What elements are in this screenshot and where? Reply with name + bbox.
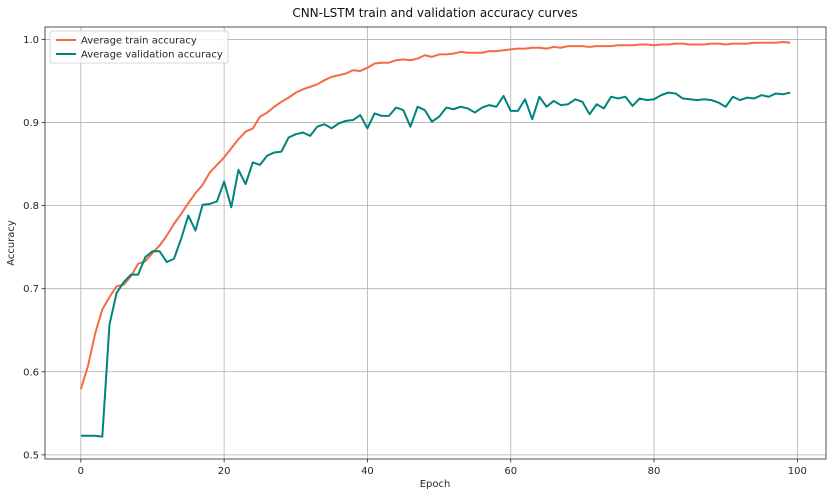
x-tick-label: 20 [218, 466, 231, 477]
legend-label: Average validation accuracy [81, 50, 223, 61]
y-tick-label: 1.0 [23, 35, 39, 46]
x-tick-label: 60 [504, 466, 517, 477]
y-tick-label: 0.8 [23, 201, 39, 212]
y-tick-label: 0.5 [23, 450, 39, 461]
y-axis-label: Accuracy [6, 220, 17, 266]
legend-label: Average train accuracy [81, 36, 197, 47]
x-tick-label: 80 [648, 466, 661, 477]
series-lines [79, 40, 791, 438]
x-tick-label: 0 [78, 466, 84, 477]
plot-frame [44, 26, 827, 460]
series-line-train [79, 40, 791, 390]
legend-box [49, 30, 229, 64]
legend: Average train accuracy Average validation… [49, 30, 229, 64]
x-tick-label: 100 [788, 466, 807, 477]
x-tick-label: 40 [361, 466, 374, 477]
axis-ticks: 0 20 40 60 80 100 0.5 0.6 0.7 0.8 0.9 1.0 [23, 35, 807, 477]
y-tick-label: 0.7 [23, 284, 39, 295]
y-tick-label: 0.9 [23, 118, 39, 129]
x-axis-label: Epoch [420, 479, 451, 490]
series-line-validation [80, 91, 791, 438]
chart-title: CNN-LSTM train and validation accuracy c… [292, 6, 577, 20]
y-tick-label: 0.6 [23, 367, 39, 378]
